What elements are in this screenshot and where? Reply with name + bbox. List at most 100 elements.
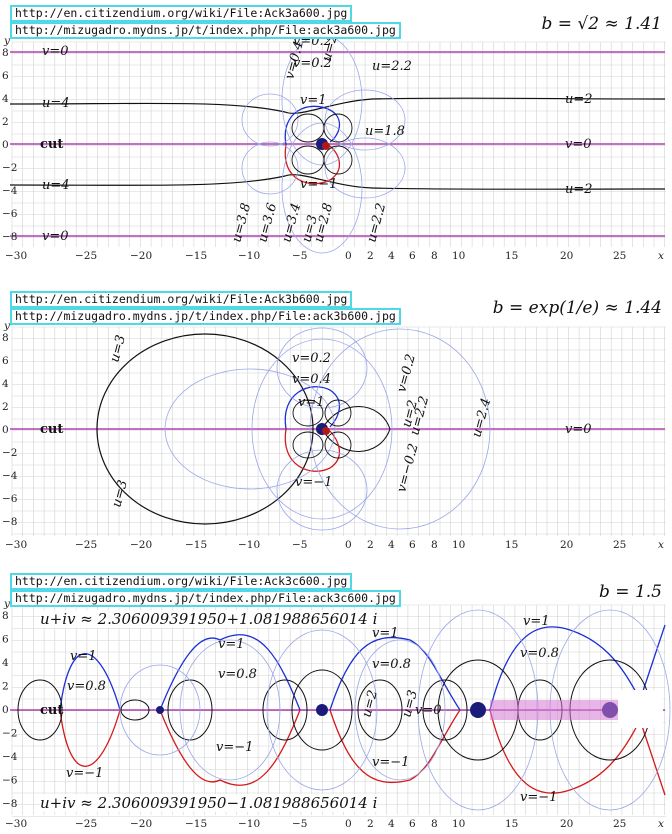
contour-label: u=2.2 bbox=[372, 59, 412, 74]
x-axis-label: x bbox=[658, 250, 664, 262]
panel-b-1-5: 8 6 4 2 0 −2 −4 −6 −8 y −30 −25 −20 −15 −10 −5 0 2 4 6 8 10 15… bbox=[0, 570, 672, 834]
contour-label: v=−1 bbox=[372, 755, 409, 770]
light-contours bbox=[241, 34, 406, 254]
y-tick-label: 8 bbox=[2, 332, 9, 344]
y-tick-label: −2 bbox=[2, 162, 17, 174]
contour-label: v=−1 bbox=[295, 475, 332, 490]
contour-label: v=0 bbox=[42, 44, 69, 59]
y-tick-label: 4 bbox=[2, 378, 9, 390]
y-tick-label: 6 bbox=[2, 355, 9, 367]
x-tick-label: −25 bbox=[75, 539, 97, 551]
source-url-2[interactable]: http://mizugadro.mydns.jp/t/index.php/Fi… bbox=[10, 308, 401, 325]
y-axis-label: y bbox=[3, 598, 11, 610]
contour-curves bbox=[10, 327, 665, 531]
formula-top: u+iv ≈ 2.306009391950+1.081988656014 i bbox=[40, 610, 378, 628]
contour-label: u=2.4 bbox=[469, 397, 494, 439]
x-tick-label: 15 bbox=[505, 818, 518, 830]
source-url-1[interactable]: http://en.citizendium.org/wiki/File:Ack3… bbox=[10, 573, 353, 590]
grid bbox=[11, 326, 666, 536]
x-tick-label: 0 bbox=[345, 539, 352, 551]
dark-contours bbox=[291, 113, 353, 175]
panel-title: b = exp(1/e) ≈ 1.44 bbox=[490, 298, 664, 318]
x-tick-label: 0 bbox=[345, 818, 352, 830]
contour-label: u=2 bbox=[565, 182, 593, 197]
contour-label: v=0 bbox=[42, 229, 69, 244]
x-tick-label: −10 bbox=[238, 250, 260, 262]
x-tick-label: 8 bbox=[431, 250, 438, 262]
x-tick-label: 0 bbox=[345, 250, 352, 262]
y-tick-label: 6 bbox=[2, 634, 9, 646]
y-tick-label: 4 bbox=[2, 93, 9, 105]
contour-label: v=0.2 bbox=[293, 56, 332, 71]
panel-title: b = √2 ≈ 1.41 bbox=[539, 14, 664, 34]
x-tick-label: 10 bbox=[452, 539, 465, 551]
y-tick-label: 4 bbox=[2, 657, 9, 669]
y-tick-label: −6 bbox=[2, 493, 18, 505]
contour-label: u=2 bbox=[565, 92, 593, 107]
v-negative-curve bbox=[284, 428, 341, 472]
source-url-1[interactable]: http://en.citizendium.org/wiki/File:Ack3… bbox=[10, 5, 353, 22]
source-url-2[interactable]: http://mizugadro.mydns.jp/t/index.php/Fi… bbox=[10, 22, 401, 39]
x-tick-label: −15 bbox=[185, 539, 207, 551]
contour-label: v=0 bbox=[415, 703, 442, 718]
x-tick-label: 20 bbox=[560, 818, 573, 830]
contour-label: v=0.8 bbox=[218, 667, 257, 682]
contour-label: v=−1 bbox=[216, 740, 253, 755]
cut-band bbox=[490, 700, 630, 720]
x-axis-label: x bbox=[658, 818, 664, 830]
contour-label: u=4 bbox=[42, 178, 70, 193]
x-tick-label: −25 bbox=[75, 250, 97, 262]
contour-label: v=0 bbox=[565, 422, 592, 437]
x-tick-label: −30 bbox=[5, 539, 27, 551]
contour-curves bbox=[9, 34, 666, 254]
x-tick-label: 6 bbox=[409, 250, 416, 262]
y-tick-label: −4 bbox=[2, 470, 18, 482]
v-negative-curve bbox=[284, 144, 341, 185]
contour-label: v=0.2 bbox=[292, 351, 331, 366]
panel-title: b = 1.5 bbox=[597, 582, 664, 602]
u-curve-lower bbox=[9, 174, 666, 190]
x-tick-label: −10 bbox=[238, 539, 260, 551]
x-tick-label: 20 bbox=[560, 539, 573, 551]
x-tick-label: −20 bbox=[130, 250, 152, 262]
y-tick-label: −8 bbox=[2, 516, 17, 528]
x-tick-label: 6 bbox=[409, 818, 416, 830]
x-tick-label: 6 bbox=[409, 539, 416, 551]
x-tick-label: −5 bbox=[292, 818, 307, 830]
x-tick-label: 2 bbox=[367, 818, 374, 830]
y-tick-label: 0 bbox=[2, 424, 9, 436]
contour-label: u=3 bbox=[107, 334, 129, 364]
contour-label: u=2 bbox=[359, 689, 381, 719]
contour-label: u=3 bbox=[299, 214, 321, 244]
x-tick-label: −15 bbox=[185, 250, 207, 262]
x-tick-label: −5 bbox=[292, 539, 307, 551]
formula-bottom: u+iv ≈ 2.306009391950−1.081988656014 i bbox=[40, 794, 378, 812]
y-tick-label: −6 bbox=[2, 208, 18, 220]
y-tick-label: −4 bbox=[2, 751, 18, 763]
contour-label: v=1 bbox=[372, 626, 399, 641]
x-tick-label: 8 bbox=[431, 539, 438, 551]
source-url-2[interactable]: http://mizugadro.mydns.jp/t/index.php/Fi… bbox=[10, 590, 401, 607]
curve-labels: cut v=1 v=1 v=1 v=1 v=0.8 v=0.8 v=0.8 v=0.8 v=−1 v… bbox=[40, 614, 559, 805]
y-tick-label: −2 bbox=[2, 728, 17, 740]
x-tick-label: 25 bbox=[613, 250, 626, 262]
contour-label: v=1 bbox=[218, 637, 245, 652]
contour-label: v=−0.2 bbox=[394, 442, 421, 494]
y-axis-label: y bbox=[3, 320, 11, 332]
v-positive-curve bbox=[284, 105, 341, 146]
light-contours bbox=[164, 327, 491, 531]
x-tick-label: 15 bbox=[505, 539, 518, 551]
x-tick-label: −30 bbox=[5, 250, 27, 262]
u-curve-circle bbox=[96, 333, 314, 525]
contour-label: v=0.8 bbox=[372, 657, 411, 672]
contour-label: v=−1 bbox=[66, 766, 103, 781]
source-url-1[interactable]: http://en.citizendium.org/wiki/File:Ack3… bbox=[10, 291, 353, 308]
v-positive-curve bbox=[59, 624, 666, 711]
contour-label: u=4 bbox=[42, 96, 70, 111]
x-tick-label: −30 bbox=[5, 818, 27, 830]
